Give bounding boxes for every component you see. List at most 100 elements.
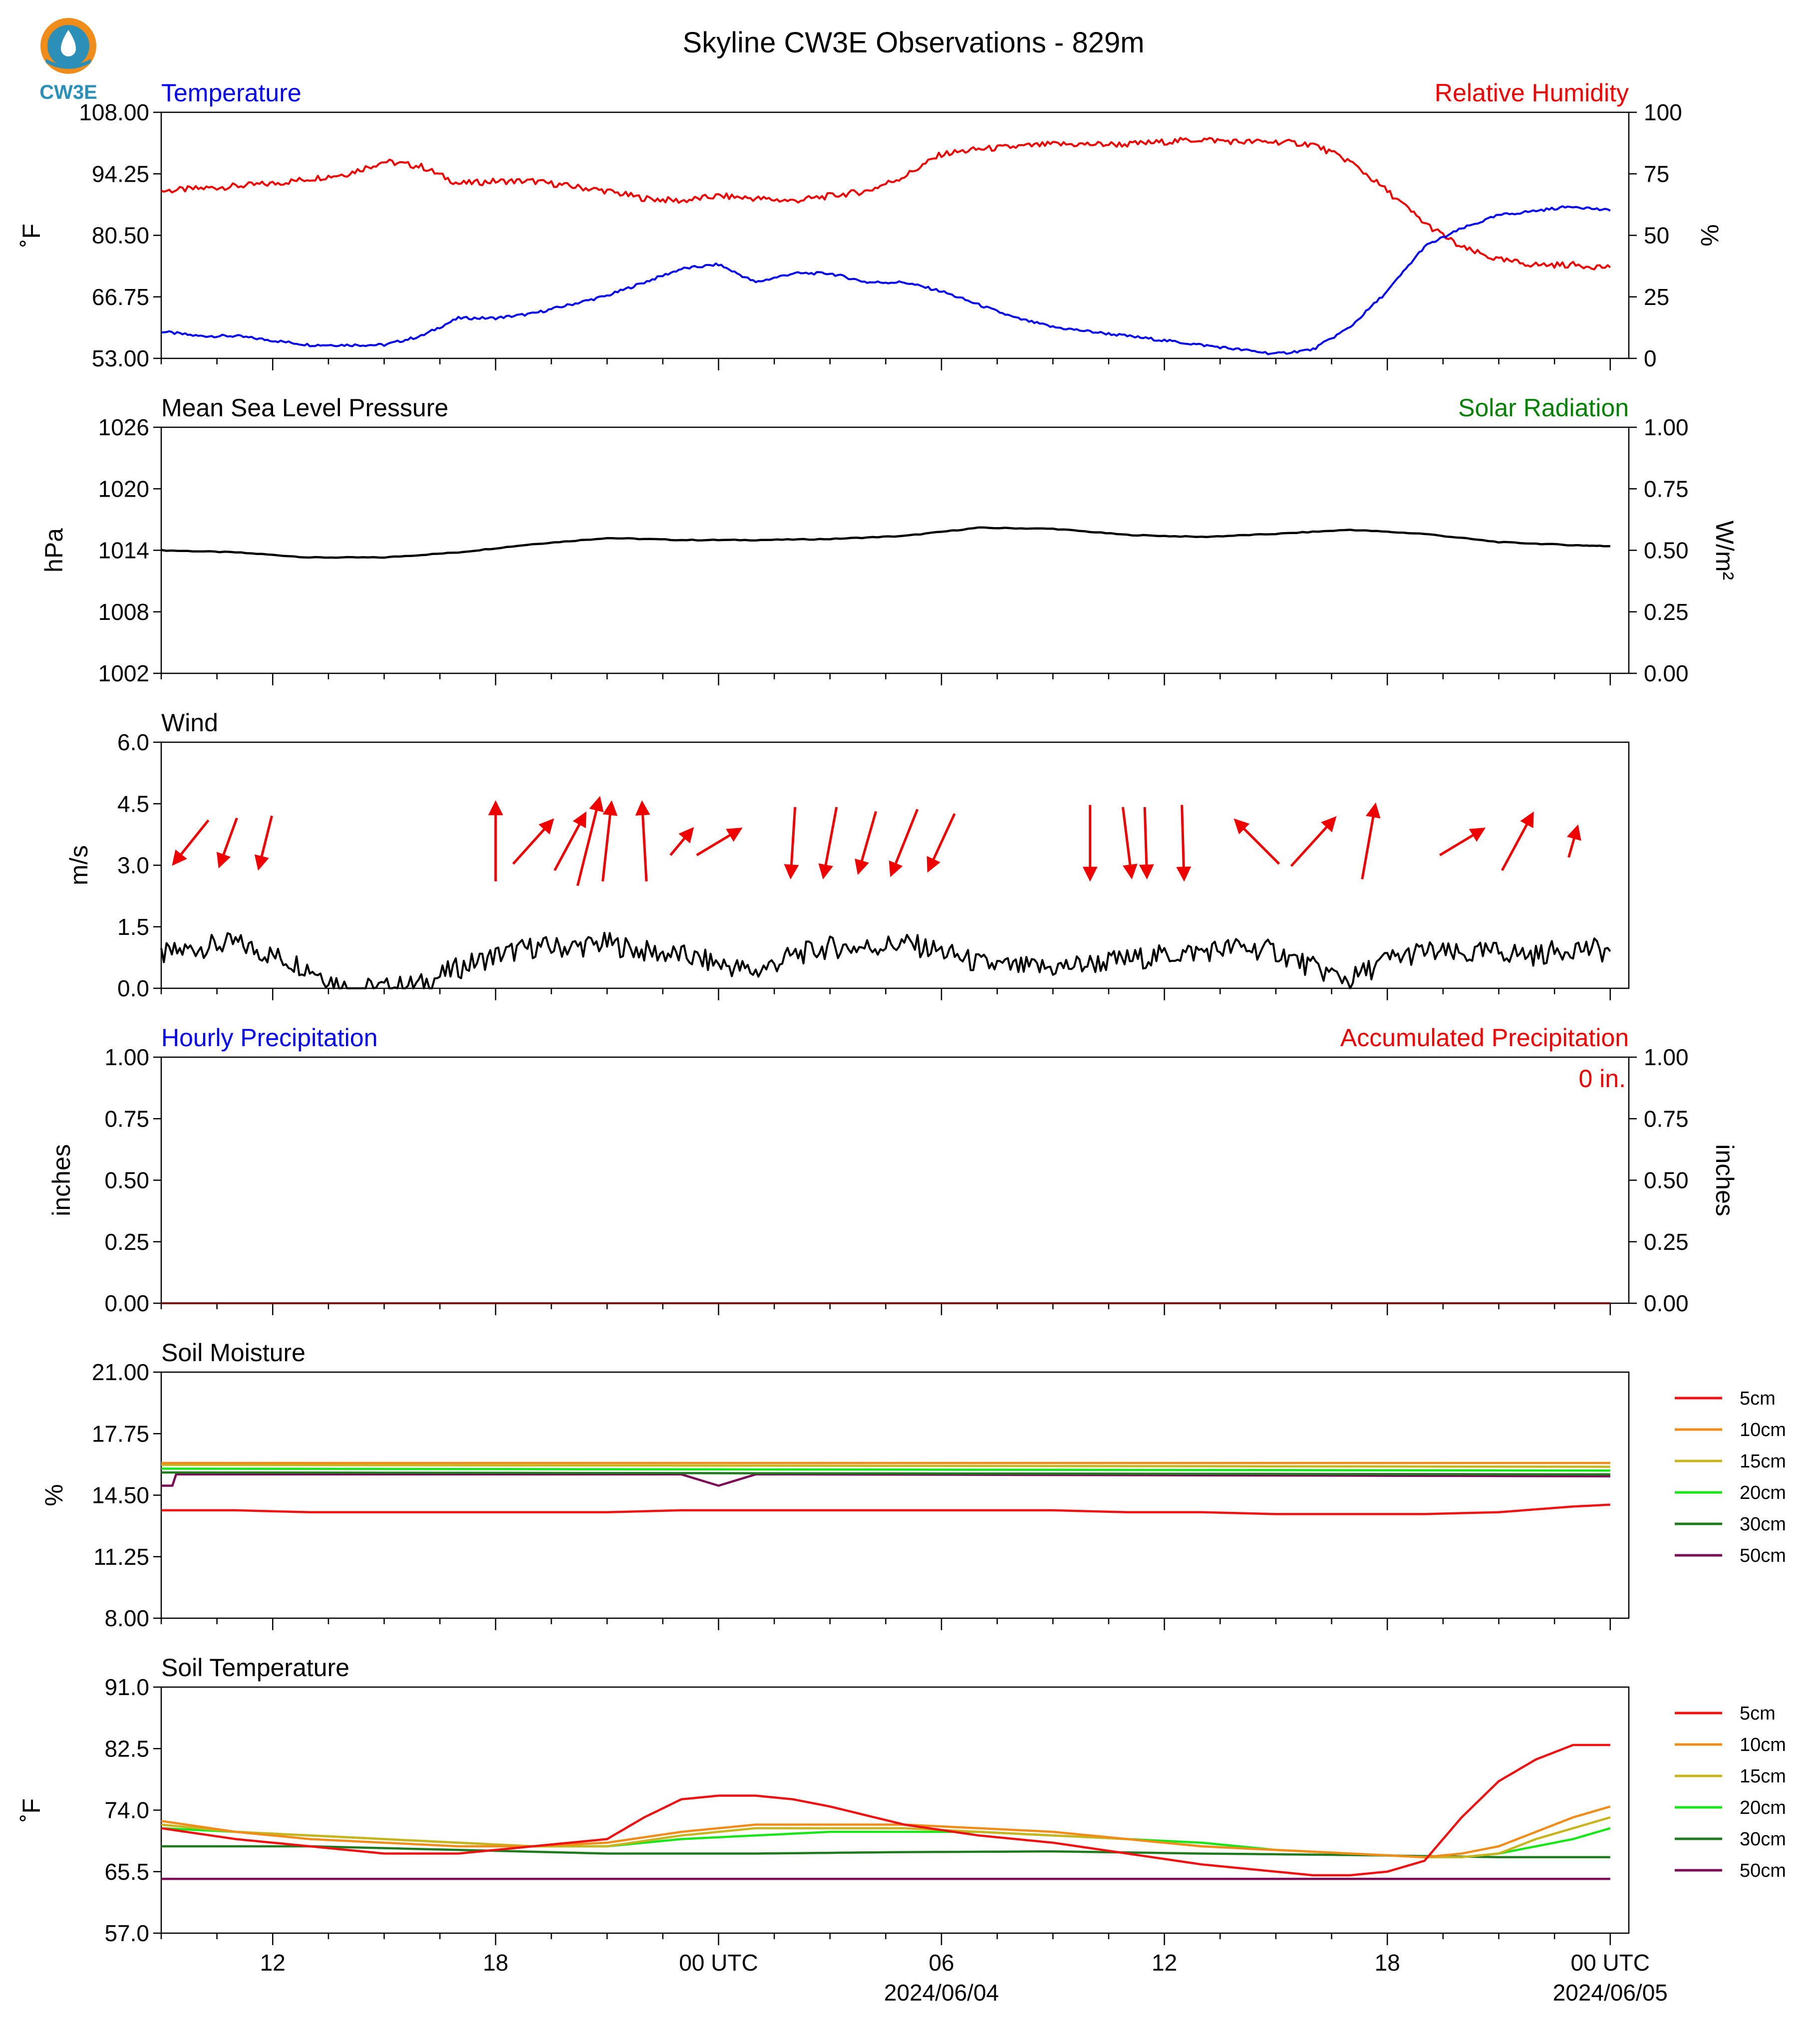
series-30cm [161,1471,1610,1476]
y2-axis-unit: % [1696,224,1724,246]
pressure-series [161,526,1610,559]
y2-tick-label: 0.75 [1644,476,1689,502]
y2-tick-label: 0 [1644,345,1657,371]
wind-arrow [1290,816,1337,867]
wind-arrow [1139,807,1154,879]
y-axis-unit: ˚F [17,1798,45,1822]
wind-arrow [1439,828,1486,857]
y-tick-label: 74.0 [104,1797,149,1823]
cw3e-logo: CW3E [39,18,97,103]
wind-arrow [254,815,273,871]
wind-arrow [669,827,694,856]
y-tick-label: 66.75 [92,284,149,310]
panel-wind: Wind 6.0 4.5 3.0 1.5 0.0 m/s [65,709,1630,1001]
series-5cm [161,1503,1610,1515]
y2-axis-unit: W/m² [1711,521,1739,580]
wind-arrow [172,819,210,866]
panel-soil_temp: Soil Temperature 91.0 82.5 74.0 65.5 57.0 ˚F [17,1654,1630,1946]
wind-series [160,796,1611,989]
y-tick-label: 65.5 [104,1859,149,1885]
legend-label: 5cm [1740,1388,1776,1409]
panel-frame [160,111,1630,359]
y-tick-label: 80.50 [92,223,149,249]
figure-title: Skyline CW3E Observations - 829m [682,26,1144,59]
y-tick-label: 17.75 [92,1421,149,1447]
panel-title-left: Temperature [161,79,302,107]
panel-frame [160,1686,1630,1934]
y2-tick-label: 25 [1644,284,1669,310]
y-axis-unit: % [40,1484,68,1506]
panel-title-left: Wind [161,709,218,737]
y2-tick-label: 1.00 [1644,414,1689,440]
y-tick-label: 94.25 [92,161,149,187]
panel-pressure: Mean Sea Level Pressure Solar Radiation 10… [40,394,1739,686]
series-15cm [161,1463,1610,1468]
wind-arrow [553,811,587,871]
legend-label: 50cm [1740,1860,1786,1881]
series-temperature [161,205,1611,355]
y2-tick-label: 0.00 [1644,660,1689,686]
temp-rh-series [161,137,1611,355]
panel-title-right: Accumulated Precipitation [1340,1024,1629,1052]
y2-tick-label: 0.00 [1644,1290,1689,1316]
x-tick-label: 18 [483,1950,508,1976]
panel-title-left: Soil Temperature [161,1654,349,1682]
y-tick-label: 1.00 [104,1044,149,1070]
y2-tick-label: 100 [1644,99,1682,125]
y-tick-label: 91.0 [104,1674,149,1700]
y-tick-label: 1.5 [117,914,149,940]
legend: 5cm 10cm 15cm 20cm 30cm 50cm [1675,1703,1786,1881]
y-axis-unit: ˚F [17,224,45,247]
y-tick-label: 57.0 [104,1920,149,1946]
wind-arrow [216,818,238,869]
wind-arrow [926,813,956,873]
x-date-label: 2024/06/05 [1553,1980,1668,2006]
wind-arrow [855,811,878,875]
series-15cm [161,1816,1611,1859]
y2-tick-label: 0.50 [1644,1167,1689,1193]
wind-arrow [818,807,838,879]
y-tick-label: 0.0 [117,975,149,1001]
precip-total-label: 0 in. [1578,1065,1626,1093]
y-tick-label: 1020 [98,476,149,502]
legend-label: 30cm [1740,1829,1786,1850]
legend: 5cm 10cm 15cm 20cm 30cm 50cm [1675,1388,1786,1566]
panel-title-right: Solar Radiation [1458,394,1629,422]
y-axis-unit: m/s [65,845,93,885]
series-relative-humidity [161,137,1611,271]
wind-arrow [1361,802,1381,879]
wind-arrow [635,800,650,881]
panel-title-left: Soil Moisture [161,1339,305,1367]
x-tick-label: 12 [1152,1950,1177,1976]
y-tick-label: 3.0 [117,853,149,878]
panel-temp_rh: Temperature Relative Humidity 108.00 94.25 8… [17,79,1724,371]
y-tick-label: 0.50 [104,1167,149,1193]
panel-frame [160,426,1630,674]
y-tick-label: 1014 [98,538,149,564]
panel-title-left: Hourly Precipitation [161,1024,378,1052]
x-tick-label: 18 [1375,1950,1400,1976]
legend-label: 10cm [1740,1735,1786,1755]
series-5cm [161,1743,1610,1877]
logo-text: CW3E [39,81,97,103]
y-tick-label: 0.75 [104,1106,149,1132]
panel-frame [160,1371,1630,1619]
y2-tick-label: 0.25 [1644,599,1689,625]
x-date-label: 2024/06/04 [884,1980,999,2006]
y-tick-label: 1002 [98,660,149,686]
y-tick-label: 14.50 [92,1482,149,1508]
y-tick-label: 11.25 [93,1544,149,1570]
wind-arrow [1176,805,1192,882]
legend-label: 50cm [1740,1545,1786,1566]
wind-arrow [1233,818,1280,865]
y-tick-label: 4.5 [117,791,149,817]
y-tick-label: 6.0 [117,729,149,755]
y-tick-label: 21.00 [92,1359,149,1385]
legend-label: 15cm [1740,1766,1786,1787]
legend-label: 5cm [1740,1703,1776,1724]
wind-arrow [696,828,743,857]
x-tick-label: 12 [260,1950,286,1976]
y-tick-label: 1008 [98,599,149,625]
x-tick-label: 00 UTC [679,1950,758,1976]
